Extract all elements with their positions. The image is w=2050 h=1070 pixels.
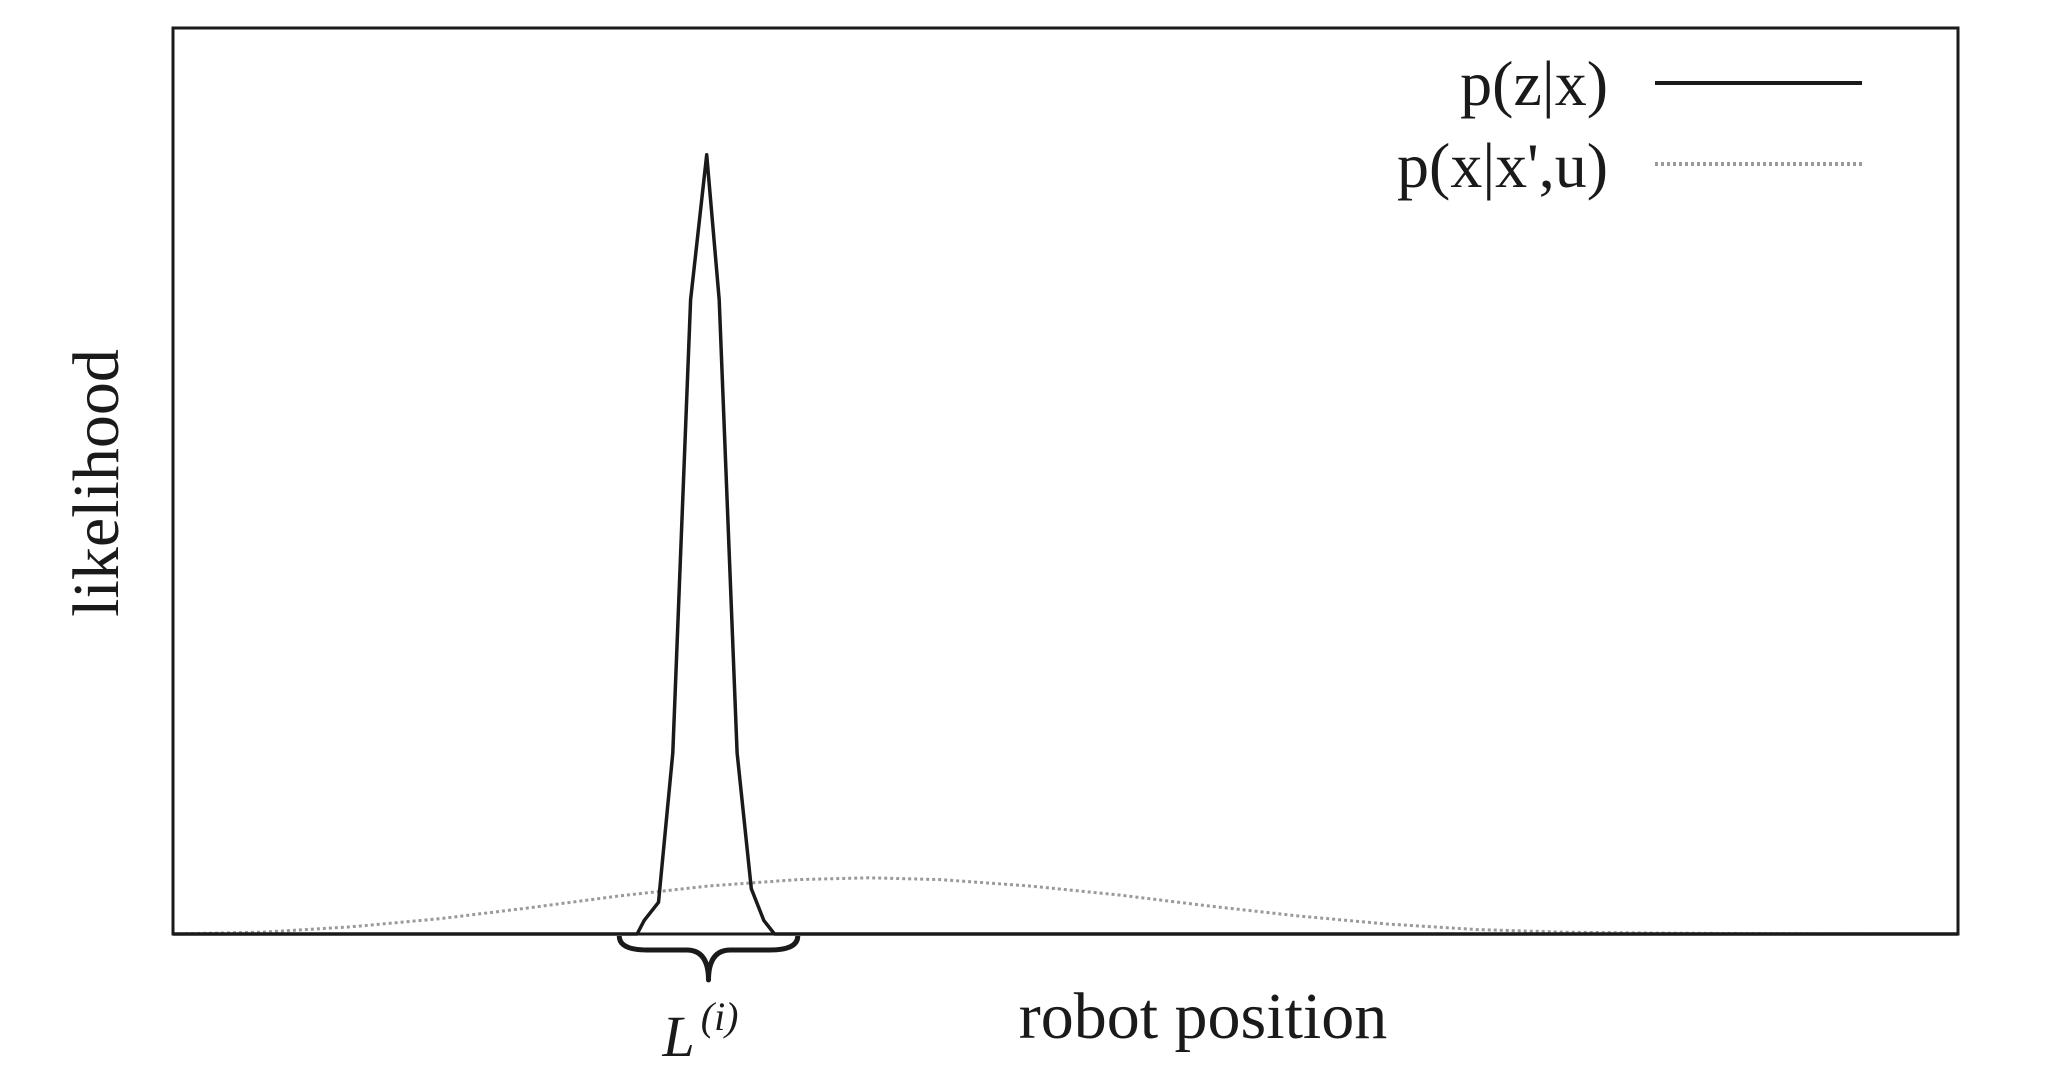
plot-frame [171, 26, 1960, 936]
brace-label: L (i) [661, 994, 738, 1069]
annotation-layer: L (i) [616, 935, 801, 1069]
series-line-motion-model [172, 876, 1959, 936]
series-line-sensor-model [173, 153, 1958, 936]
legend-label-motion-model: p(x|x',u) [1397, 130, 1608, 201]
brace-label-main: L [661, 1004, 694, 1069]
y-axis-label: likelihood [60, 349, 133, 617]
x-axis-label: robot position [1019, 980, 1388, 1053]
legend: p(z|x) p(x|x',u) [1397, 48, 1862, 201]
brace-label-superscript: (i) [701, 994, 739, 1039]
series-layer [172, 153, 1959, 936]
brace-annotation [616, 935, 801, 983]
legend-label-sensor-model: p(z|x) [1460, 48, 1608, 119]
legend-entry-motion-model: p(x|x',u) [1397, 130, 1862, 201]
legend-entry-sensor-model: p(z|x) [1460, 48, 1862, 119]
